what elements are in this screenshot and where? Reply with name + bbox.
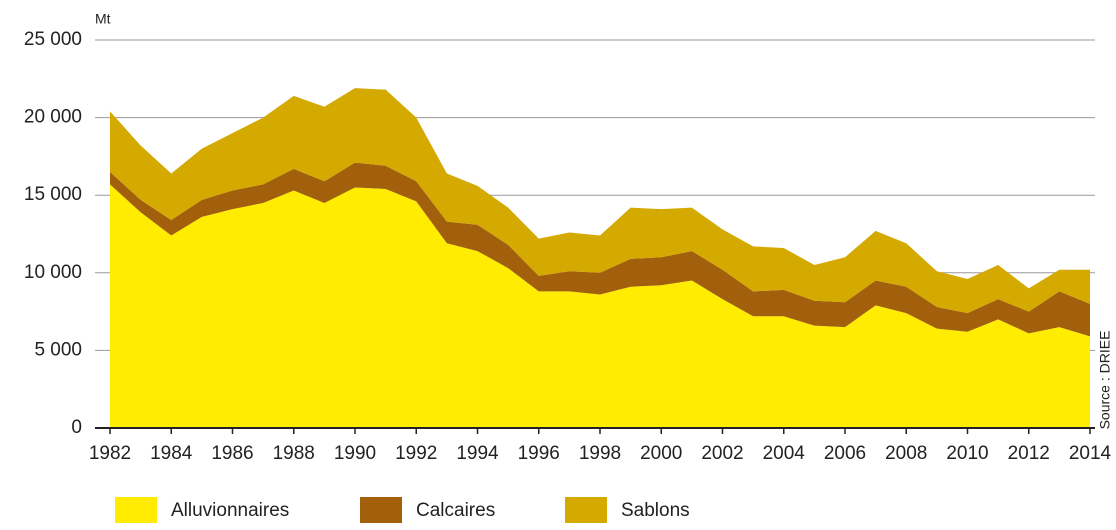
x-tick-label: 1984 bbox=[150, 443, 193, 464]
area bbox=[110, 184, 1090, 428]
y-tick-label: 0 bbox=[71, 417, 82, 438]
x-tick-label: 1994 bbox=[456, 443, 499, 464]
x-tick-label: 1992 bbox=[395, 443, 437, 464]
y-tick-label: 15 000 bbox=[24, 184, 82, 205]
x-tick-label: 2002 bbox=[701, 443, 743, 464]
y-tick-label: 5 000 bbox=[34, 339, 82, 360]
legend-swatch bbox=[565, 497, 607, 523]
legend-swatch bbox=[115, 497, 157, 523]
x-tick-label: 2012 bbox=[1008, 443, 1050, 464]
x-tick-label: 2004 bbox=[763, 443, 806, 464]
y-tick-label: 10 000 bbox=[24, 262, 82, 283]
y-tick-label: 25 000 bbox=[24, 29, 82, 50]
x-tick-label: 1998 bbox=[579, 443, 621, 464]
x-tick-label: 2000 bbox=[640, 443, 682, 464]
x-tick-label: 1988 bbox=[273, 443, 315, 464]
x-tick-label: 2006 bbox=[824, 443, 866, 464]
legend-label: Sablons bbox=[621, 500, 690, 521]
x-tick-label: 1982 bbox=[89, 443, 131, 464]
unit-label: Mt bbox=[95, 11, 111, 27]
legend-swatch bbox=[360, 497, 402, 523]
x-tick-label: 2008 bbox=[885, 443, 927, 464]
y-tick-label: 20 000 bbox=[24, 107, 82, 128]
x-tick-label: 1996 bbox=[518, 443, 560, 464]
x-tick-label: 2010 bbox=[946, 443, 988, 464]
source-note: Source : DRIEE bbox=[1097, 331, 1113, 430]
legend-label: Calcaires bbox=[416, 500, 495, 521]
x-tick-label: 1986 bbox=[211, 443, 253, 464]
area bbox=[110, 88, 1090, 314]
legend-label: Alluvionnaires bbox=[171, 500, 289, 521]
x-tick-label: 2014 bbox=[1069, 443, 1112, 464]
area bbox=[110, 162, 1090, 337]
x-tick-label: 1990 bbox=[334, 443, 376, 464]
